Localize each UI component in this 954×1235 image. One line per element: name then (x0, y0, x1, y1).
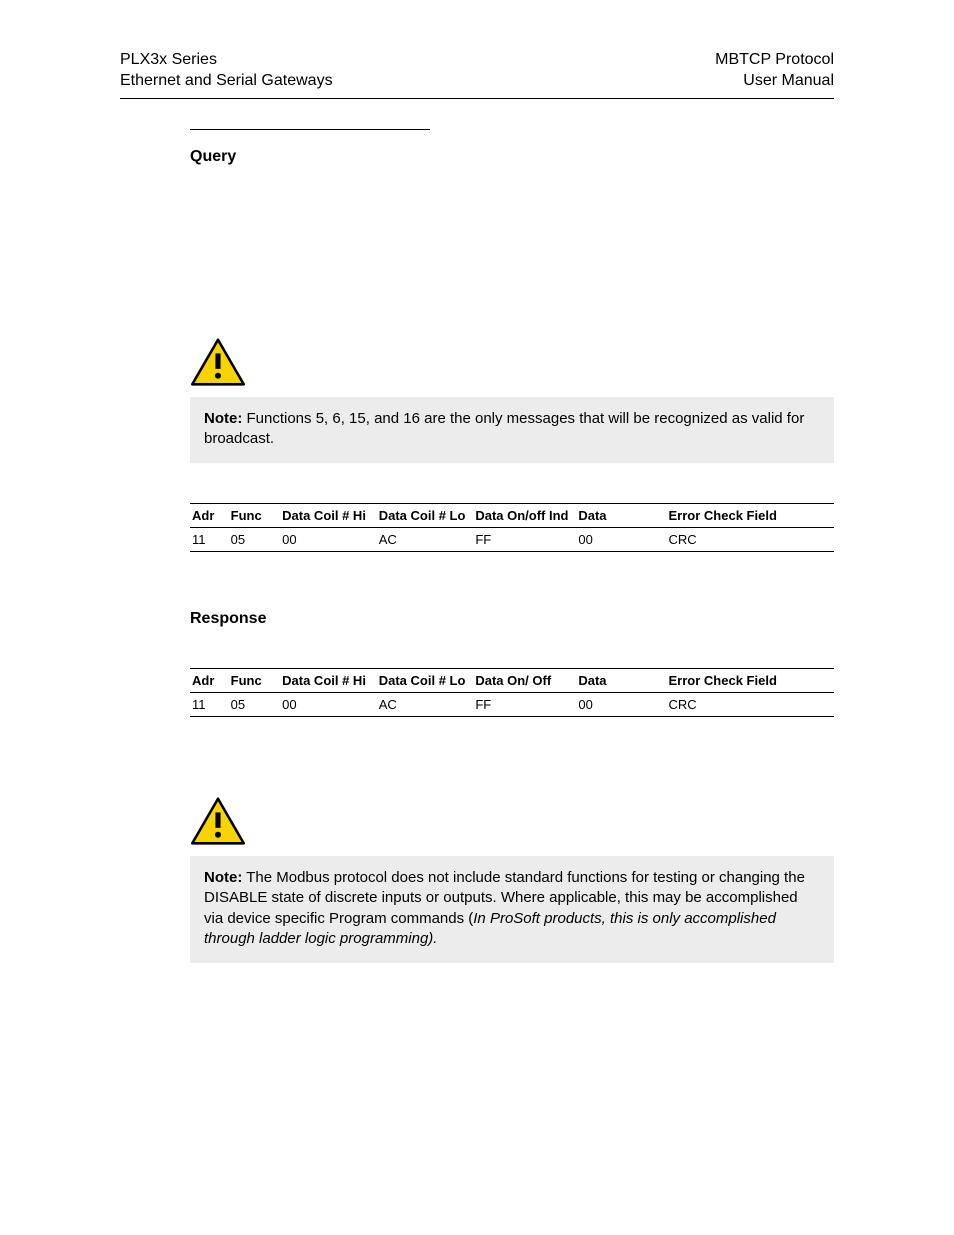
col-data: Data (576, 669, 666, 693)
query-title: Query (190, 148, 834, 166)
header-left-line2: Ethernet and Serial Gateways (120, 71, 333, 92)
cell: CRC (667, 693, 834, 717)
cell: FF (473, 528, 576, 552)
header-left-line1: PLX3x Series (120, 50, 333, 71)
col-err: Error Check Field (667, 669, 834, 693)
cell: CRC (667, 528, 834, 552)
header-right: MBTCP Protocol User Manual (715, 50, 834, 92)
col-hi: Data Coil # Hi (280, 669, 377, 693)
cell: 05 (229, 693, 281, 717)
note-label: Note: (204, 410, 242, 427)
response-title: Response (190, 610, 834, 628)
header-right-line1: MBTCP Protocol (715, 50, 834, 71)
table-header-row: Adr Func Data Coil # Hi Data Coil # Lo D… (190, 504, 834, 528)
col-adr: Adr (190, 504, 229, 528)
cell: 11 (190, 693, 229, 717)
cell: 00 (280, 528, 377, 552)
table-row: 11 05 00 AC FF 00 CRC (190, 528, 834, 552)
col-data: Data (576, 504, 666, 528)
query-table: Adr Func Data Coil # Hi Data Coil # Lo D… (190, 503, 834, 552)
cell: 11 (190, 528, 229, 552)
page-header: PLX3x Series Ethernet and Serial Gateway… (120, 50, 834, 92)
cell: 05 (229, 528, 281, 552)
warning-icon (190, 797, 246, 845)
cell: AC (377, 693, 474, 717)
header-left: PLX3x Series Ethernet and Serial Gateway… (120, 50, 333, 92)
note-box-2: Note: The Modbus protocol does not inclu… (190, 856, 834, 963)
short-rule (190, 129, 430, 130)
col-adr: Adr (190, 669, 229, 693)
cell: 00 (576, 693, 666, 717)
col-func: Func (229, 669, 281, 693)
table-row: 11 05 00 AC FF 00 CRC (190, 693, 834, 717)
col-onoff: Data On/ Off (473, 669, 576, 693)
header-right-line2: User Manual (715, 71, 834, 92)
col-lo: Data Coil # Lo (377, 504, 474, 528)
cell: FF (473, 693, 576, 717)
warning-icon (190, 338, 246, 386)
cell: 00 (280, 693, 377, 717)
header-rule (120, 98, 834, 99)
cell: 00 (576, 528, 666, 552)
col-lo: Data Coil # Lo (377, 669, 474, 693)
col-err: Error Check Field (667, 504, 834, 528)
cell: AC (377, 528, 474, 552)
page: PLX3x Series Ethernet and Serial Gateway… (0, 0, 954, 1235)
note-box-1: Note: Functions 5, 6, 15, and 16 are the… (190, 397, 834, 464)
content-block: Query Note: Functions 5, 6, 15, and 16 a… (190, 129, 834, 964)
col-hi: Data Coil # Hi (280, 504, 377, 528)
col-func: Func (229, 504, 281, 528)
col-onoff: Data On/off Ind (473, 504, 576, 528)
note-text: Functions 5, 6, 15, and 16 are the only … (204, 410, 804, 447)
response-table: Adr Func Data Coil # Hi Data Coil # Lo D… (190, 668, 834, 717)
note-label: Note: (204, 869, 242, 886)
table-header-row: Adr Func Data Coil # Hi Data Coil # Lo D… (190, 669, 834, 693)
